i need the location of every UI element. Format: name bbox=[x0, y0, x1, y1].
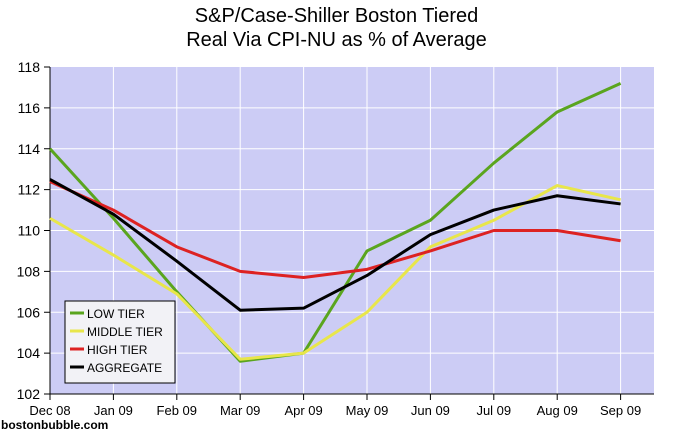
x-tick-label: Apr 09 bbox=[284, 403, 322, 418]
x-tick-label: Jan 09 bbox=[94, 403, 133, 418]
legend-label: AGGREGATE bbox=[87, 361, 162, 375]
x-tick-label: Aug 09 bbox=[537, 403, 578, 418]
x-tick-label: Sep 09 bbox=[600, 403, 641, 418]
y-tick-label: 102 bbox=[17, 386, 41, 402]
y-tick-label: 112 bbox=[18, 182, 41, 198]
x-tick-label: Feb 09 bbox=[157, 403, 197, 418]
chart-subtitle: Real Via CPI-NU as % of Average bbox=[186, 29, 487, 51]
x-tick-label: Dec 08 bbox=[29, 403, 70, 418]
x-tick-label: Mar 09 bbox=[220, 403, 260, 418]
y-tick-label: 106 bbox=[17, 304, 41, 320]
legend bbox=[64, 300, 176, 384]
series-line-aggregate bbox=[49, 178, 621, 312]
y-tick-label: 104 bbox=[17, 345, 41, 361]
y-tick-label: 108 bbox=[17, 263, 41, 279]
y-tick-label: 110 bbox=[18, 223, 41, 239]
y-tick-label: 116 bbox=[18, 100, 41, 116]
chart-title: S&P/Case-Shiller Boston Tiered bbox=[194, 5, 479, 27]
x-tick-label: May 09 bbox=[346, 403, 389, 418]
source-label: bostonbubble.com bbox=[1, 418, 109, 432]
legend-label: HIGH TIER bbox=[87, 343, 148, 357]
x-tick-label: Jul 09 bbox=[476, 403, 511, 418]
y-tick-label: 114 bbox=[18, 141, 41, 157]
legend-label: MIDDLE TIER bbox=[87, 325, 163, 339]
series-line-high-tier bbox=[49, 180, 621, 280]
x-tick-label: Jun 09 bbox=[411, 403, 450, 418]
series-line-low-tier bbox=[48, 81, 622, 363]
legend-label: LOW TIER bbox=[87, 307, 145, 321]
y-tick-label: 118 bbox=[18, 59, 41, 75]
